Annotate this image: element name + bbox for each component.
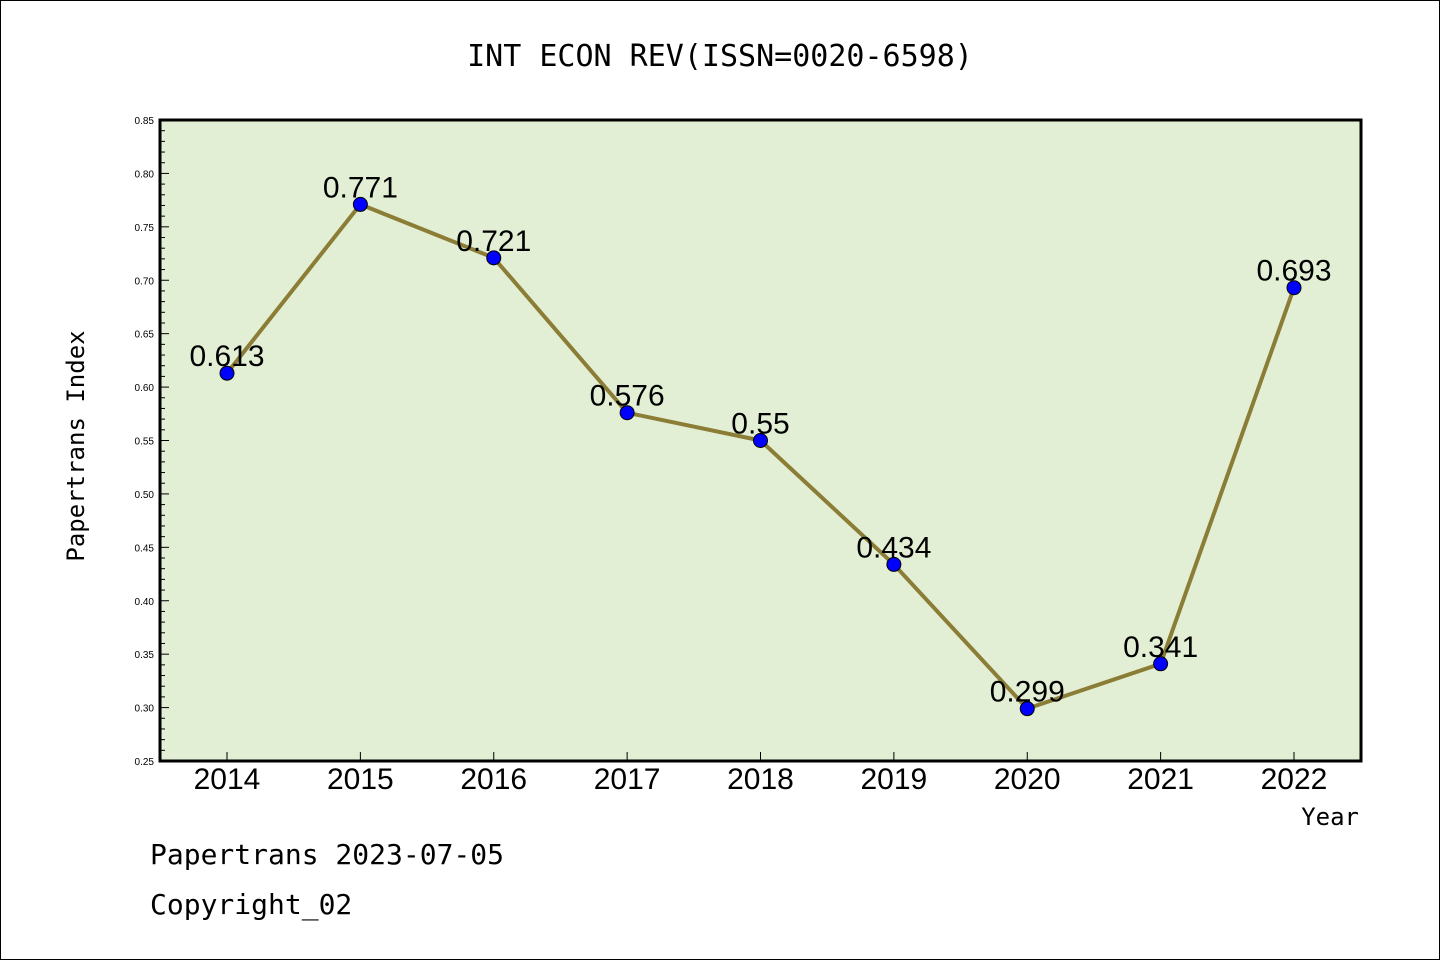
data-point: [486, 250, 502, 266]
footer-copyright-text: Copyright_02: [150, 888, 352, 922]
x-tick-label: 2022: [1261, 763, 1328, 796]
y-tick-label: 0.50: [135, 490, 155, 501]
data-label: 0.434: [856, 531, 931, 564]
y-axis-label: Papertrans Index: [62, 330, 90, 561]
data-point: [219, 365, 235, 381]
y-tick-label: 0.35: [135, 650, 155, 661]
footer-date-text: Papertrans 2023-07-05: [150, 838, 504, 871]
x-tick-label: 2018: [727, 763, 794, 796]
y-tick-label: 0.45: [135, 543, 155, 554]
data-point: [753, 433, 768, 448]
y-tick-label: 0.55: [135, 437, 155, 448]
data-label: 0.576: [590, 380, 665, 413]
x-tick-label: 2014: [194, 763, 261, 796]
y-tick-label: 0.30: [135, 704, 155, 715]
data-labels: 0.613 0.771 0.721 0.576 0.55 0.434 0.299 0.341 0…: [189, 171, 1331, 708]
y-tick-label: 0.70: [135, 276, 155, 287]
x-axis: 2014 2015 2016 2017 2018 2019 2020 2021 2022: [194, 752, 1328, 796]
y-tick-label: 0.60: [135, 383, 155, 394]
series-markers: [219, 196, 1302, 717]
y-tick-label: 0.75: [135, 223, 155, 234]
y-tick-label: 0.85: [135, 116, 155, 127]
data-point: [1286, 280, 1302, 296]
data-label: 0.299: [990, 676, 1065, 709]
x-tick-label: 2017: [594, 763, 661, 796]
y-axis: 0.25 0.30 0.35 0.40 0.45 0.50 0.55 0.60 0.65 0.70…: [135, 116, 169, 768]
data-point: [1019, 701, 1035, 717]
y-tick-label: 0.40: [135, 597, 155, 608]
x-tick-label: 2020: [994, 763, 1061, 796]
y-tick-label: 0.25: [135, 757, 155, 768]
plot-border: [158, 118, 1363, 763]
x-tick-label: 2021: [1127, 763, 1194, 796]
data-point: [886, 556, 902, 572]
data-label: 0.613: [189, 340, 264, 373]
y-tick-label: 0.65: [135, 330, 155, 341]
data-point: [619, 405, 635, 421]
data-label: 0.693: [1256, 255, 1331, 288]
data-label: 0.341: [1123, 631, 1198, 664]
x-tick-label: 2019: [861, 763, 928, 796]
data-label: 0.771: [323, 171, 398, 204]
y-tick-label: 0.80: [135, 169, 155, 180]
data-label: 0.55: [731, 408, 789, 441]
data-point: [352, 196, 368, 212]
data-label: 0.721: [456, 225, 531, 258]
x-tick-label: 2015: [327, 763, 394, 796]
x-tick-label: 2016: [460, 763, 527, 796]
data-point: [1153, 656, 1169, 672]
chart-title: INT ECON REV(ISSN=0020-6598): [467, 39, 973, 74]
x-axis-label: Year: [1301, 803, 1359, 831]
